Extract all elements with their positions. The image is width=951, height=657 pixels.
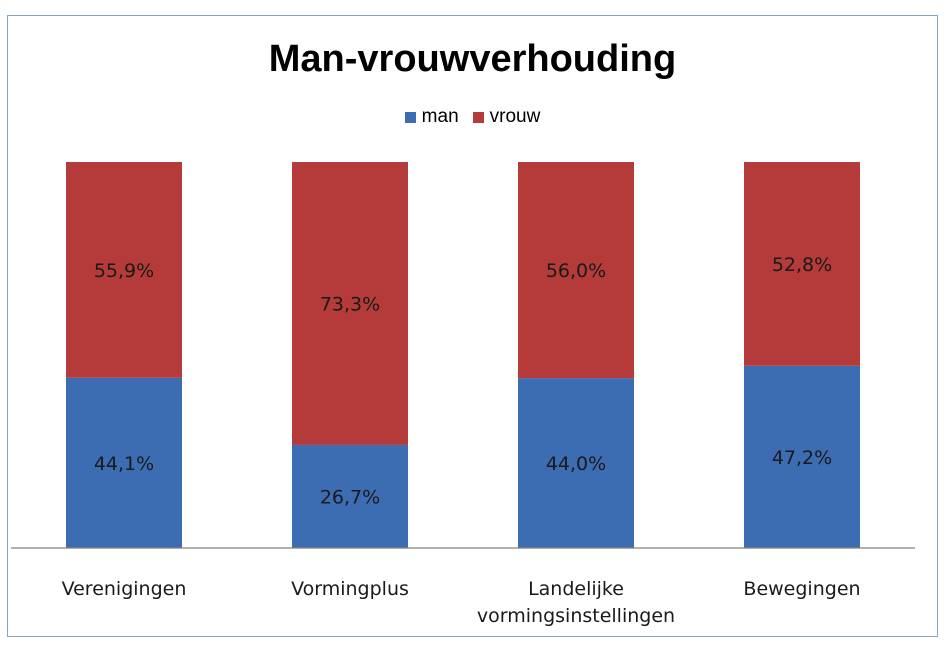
data-label-vrouw-4: 52,8% — [772, 254, 832, 276]
legend-label-man: man — [421, 106, 459, 127]
data-label-vrouw-3: 56,0% — [546, 260, 606, 282]
bar-vrouw-1 — [66, 162, 182, 378]
legend-label-vrouw: vrouw — [489, 106, 541, 127]
bar-vrouw-2 — [292, 162, 408, 445]
data-label-vrouw-2: 73,3% — [320, 293, 380, 315]
bar-vrouw-4 — [744, 162, 860, 366]
data-label-man-2: 26,7% — [320, 486, 380, 508]
x-tick-label-1: Verenigingen — [62, 578, 187, 600]
legend-swatch-vrouw — [472, 111, 484, 123]
data-label-vrouw-1: 55,9% — [94, 260, 154, 282]
data-label-man-1: 44,1% — [94, 453, 154, 475]
legend-swatch-man — [404, 111, 416, 123]
legend-item-man: man — [404, 106, 459, 128]
bar-man-1 — [66, 377, 182, 548]
chart-legend: man vrouw — [8, 106, 937, 128]
bar-man-3 — [518, 378, 634, 548]
bar-man-4 — [744, 365, 860, 548]
data-label-man-3: 44,0% — [546, 453, 606, 475]
x-tick-label-3-line-2: vormingsinstellingen — [477, 605, 675, 627]
x-tick-label-4: Bewegingen — [743, 578, 860, 600]
x-tick-label-3-line-1: Landelijke — [528, 578, 624, 600]
legend-item-vrouw: vrouw — [472, 106, 541, 128]
chart-title: Man-vrouwverhouding — [268, 38, 677, 80]
data-label-man-4: 47,2% — [772, 447, 832, 469]
x-tick-label-2: Vormingplus — [291, 578, 409, 600]
bar-vrouw-3 — [518, 162, 634, 379]
bar-man-2 — [292, 444, 408, 548]
